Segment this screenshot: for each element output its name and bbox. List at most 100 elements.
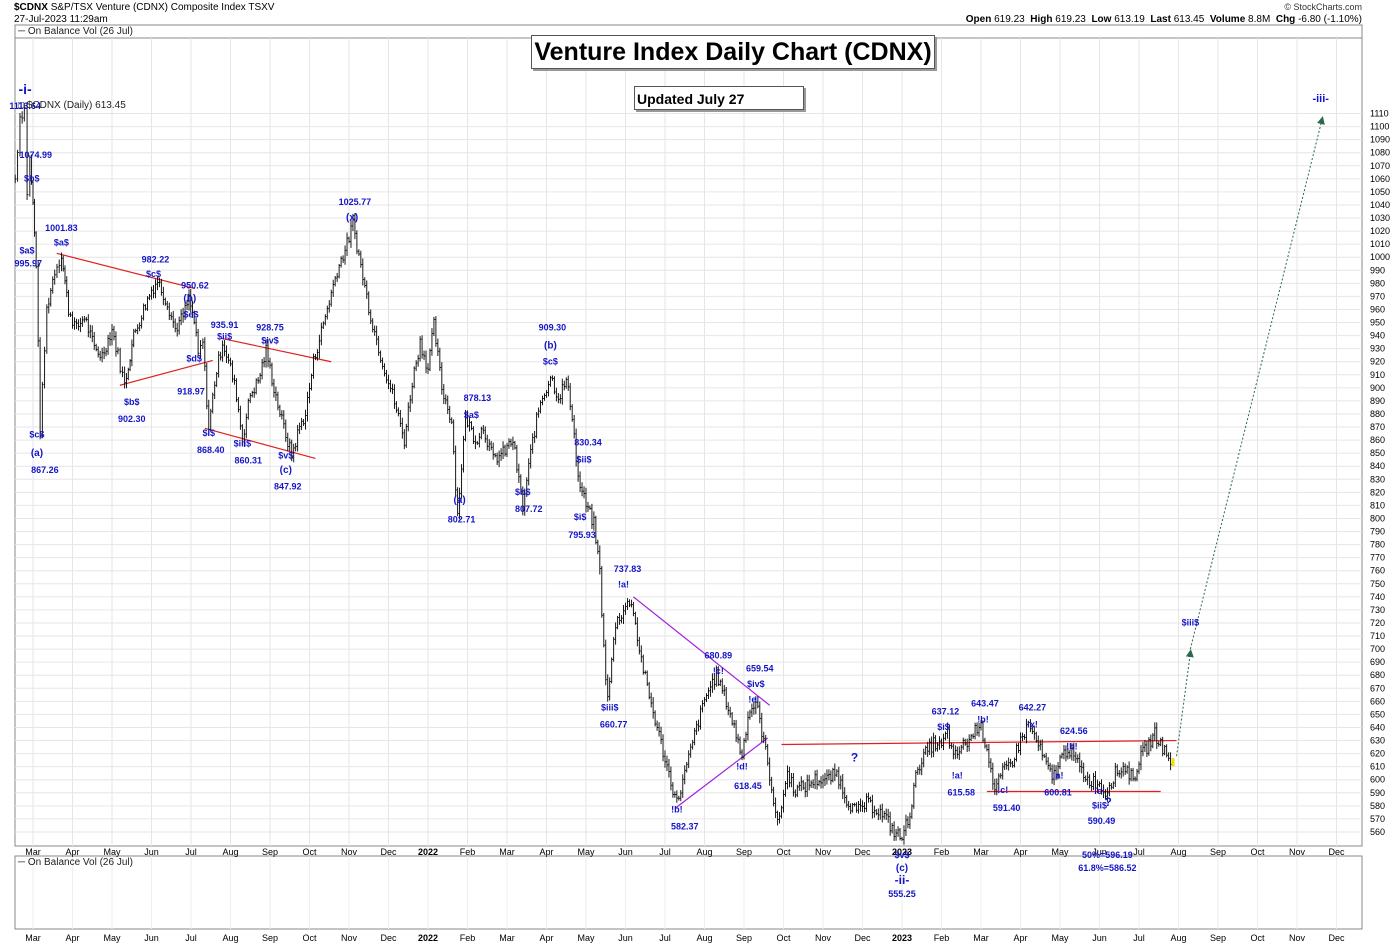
x-tick-label: Oct [776,933,791,943]
y-tick-label: 660 [1370,696,1385,706]
y-tick-label: 830 [1370,474,1385,484]
x-tick-label: Oct [1250,933,1265,943]
x-tick-label: Sep [736,847,752,857]
wave-label: 995.97 [14,258,42,268]
wave-label: $i$ [937,722,950,732]
wave-label: 624.56 [1060,726,1088,736]
x-tick-label: 2022 [418,847,438,857]
y-tick-label: 790 [1370,527,1385,537]
wave-label: $a$ [464,410,479,420]
wave-label: 982.22 [142,254,170,264]
y-tick-label: 610 [1370,762,1385,772]
obv-top-legend: ─ On Balance Vol (26 Jul) [18,26,133,37]
wave-label: 902.30 [118,414,146,424]
x-tick-label: Sep [1210,847,1226,857]
y-tick-label: 1040 [1370,200,1390,210]
wave-label: -iii- [1312,93,1329,105]
y-tick-label: 650 [1370,709,1385,719]
y-tick-label: 1070 [1370,161,1390,171]
wave-label-lower: $v$ [894,850,909,860]
wave-label: (a) [31,448,43,459]
wave-label: 660.77 [600,719,628,729]
x-tick-label: May [103,847,121,857]
wave-label: 909.30 [539,322,567,332]
wave-label: $ii$ [217,332,232,342]
y-tick-label: 740 [1370,592,1385,602]
wave-label: !b! [671,804,683,814]
y-tick-label: 560 [1370,827,1385,837]
x-tick-label: Mar [25,847,41,857]
symbol-description: S&P/TSX Venture (CDNX) Composite Index T… [50,2,275,13]
chart-header-left: $CDNX S&P/TSX Venture (CDNX) Composite I… [14,2,274,13]
wave-label: 1001.83 [45,223,78,233]
y-tick-label: 880 [1370,409,1385,419]
y-tick-label: 730 [1370,605,1385,615]
y-tick-label: 800 [1370,513,1385,523]
chart-title: Venture Index Daily Chart (CDNX) [531,35,935,69]
x-tick-label: Dec [380,933,397,943]
wave-label: (x) [346,213,358,224]
x-tick-label: Dec [1328,933,1345,943]
wave-label: $a$ [54,237,69,247]
wave-label: 659.54 [746,663,774,673]
y-tick-label: 630 [1370,736,1385,746]
x-tick-label: Mar [499,933,515,943]
projection-arrow [1189,116,1325,650]
y-tick-label: 680 [1370,670,1385,680]
y-tick-label: 900 [1370,383,1385,393]
wave-label: (b) [183,294,196,305]
x-tick-label: 2022 [418,933,438,943]
wave-label: 643.47 [971,699,999,709]
wave-label: $iv$ [747,679,765,689]
y-tick-label: 860 [1370,435,1385,445]
wave-label: 590.49 [1088,816,1116,826]
y-tick-label: 870 [1370,422,1385,432]
wave-label: $c$ [146,269,161,279]
last-label: Last [1150,14,1171,25]
wave-label: !c! [713,666,724,676]
wave-label: 1025.77 [339,197,372,207]
x-tick-label: Mar [973,933,989,943]
y-tick-label: 920 [1370,357,1385,367]
projection-arrow [1176,649,1194,757]
x-tick-label: Mar [499,847,515,857]
y-tick-label: 950 [1370,318,1385,328]
y-tick-label: 640 [1370,722,1385,732]
wedge-line [674,737,769,809]
x-tick-label: Nov [1289,847,1306,857]
wave-label: 928.75 [256,322,284,332]
y-tick-label: 1060 [1370,174,1390,184]
y-tick-label: 780 [1370,540,1385,550]
x-tick-label: Aug [1170,847,1186,857]
low-label: Low [1091,14,1112,25]
x-tick-label: Jul [185,847,197,857]
x-tick-label: Feb [460,847,476,857]
wave-label: 591.40 [993,803,1021,813]
y-tick-label: 720 [1370,618,1385,628]
wave-label: !x! [1027,719,1038,729]
y-tick-label: 600 [1370,775,1385,785]
wave-label: (a) [453,495,465,506]
x-tick-label: Dec [380,847,397,857]
x-tick-label: Feb [934,933,950,943]
high-value: 619.23 [1055,14,1086,25]
obv-bottom-pane [14,855,1363,930]
x-tick-label: Jul [659,933,671,943]
y-tick-label: 710 [1370,631,1385,641]
x-tick-label: Aug [1170,933,1186,943]
wave-label: $i$ [574,512,587,522]
x-tick-label: May [1051,847,1069,857]
wave-label: !a! [952,770,963,780]
wave-label: 618.45 [734,781,762,791]
last-price-marker [1171,758,1175,767]
wave-label: $iii$ [234,439,252,449]
wave-label: 807.72 [515,504,543,514]
x-tick-label: Jul [659,847,671,857]
wave-label: $ii$ [577,454,592,464]
projection-arrows [1176,116,1325,757]
wave-label-lower: 555.25 [888,889,916,899]
wave-label: 918.97 [177,386,205,396]
x-tick-label: May [1051,933,1069,943]
chart-date: 27-Jul-2023 11:29am [14,14,108,25]
wave-label: (b) [544,341,557,352]
